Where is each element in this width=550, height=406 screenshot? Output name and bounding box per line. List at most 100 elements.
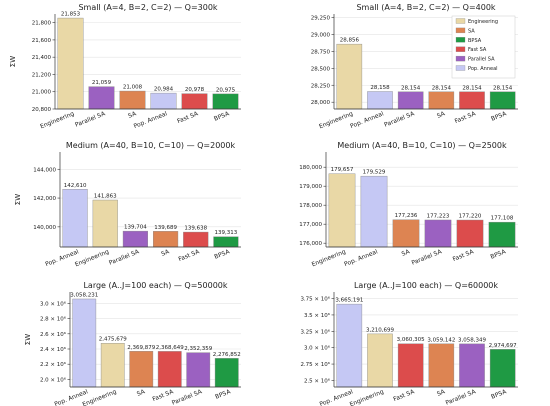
panel-4: Medium (A=40, B=10, C=10) — Q=2500k 176,0… (299, 141, 518, 268)
bar (456, 219, 484, 248)
bar (100, 343, 125, 388)
y-tick-label: 178,000 (299, 203, 322, 209)
y-axis-label: ΣW (24, 334, 32, 345)
legend-entry: Parallel SA (468, 57, 495, 63)
y-tick-label: 3.0 × 10⁶ (304, 345, 331, 352)
panel-6: Large (A..J=100 each) — Q=60000k 2.5 × 10… (300, 281, 518, 406)
x-tick-label: Pop. Anneal (343, 248, 379, 268)
bar (150, 92, 177, 110)
bar (489, 349, 516, 388)
data-label: 2,475,679 (99, 337, 127, 343)
data-label: 28,158 (370, 85, 390, 91)
y-tick-label: 21,000 (32, 90, 52, 96)
data-label: 20,975 (216, 87, 236, 93)
y-tick-label: 20,800 (32, 107, 52, 113)
y-tick-label: 2.6 × 10⁶ (40, 331, 67, 338)
bar (88, 86, 115, 110)
x-tick-label: Parallel SA (383, 110, 416, 129)
y-tick-label: 28,750 (311, 49, 331, 55)
bar (212, 93, 239, 110)
y-tick-label: 21,400 (32, 55, 52, 61)
bar (213, 236, 239, 248)
y-tick-label: 29,000 (311, 32, 331, 38)
legend-swatch (455, 27, 466, 34)
bar (459, 343, 485, 388)
data-label: 139,313 (215, 230, 238, 236)
panel-5: Large (A..J=100 each) — Q=50000k ΣW 2.0 × … (24, 281, 241, 406)
data-label: 28,154 (401, 85, 421, 91)
legend-swatch (455, 65, 466, 71)
bar (186, 352, 211, 388)
data-label: 28,154 (493, 85, 513, 91)
bar (57, 17, 84, 110)
bar (397, 343, 424, 388)
bar (157, 351, 182, 388)
x-tick-label: Fast SA (392, 388, 416, 403)
data-label: 142,610 (64, 183, 87, 189)
x-tick-label: Fast SA (177, 248, 201, 263)
data-label: 2,369,879 (127, 345, 155, 351)
y-tick-label: 28,250 (311, 83, 331, 89)
x-tick-label: Parallel SA (108, 248, 141, 267)
data-label: 3,059,142 (427, 337, 455, 343)
x-tick-label: Fast SA (176, 110, 200, 125)
bar (424, 219, 452, 248)
bar (360, 175, 388, 248)
y-tick-label: 179,000 (299, 184, 322, 190)
y-tick-label: 180,000 (299, 165, 322, 171)
y-tick-label: 142,000 (33, 196, 56, 202)
chart-title: Medium (A=40, B=10, C=10) — Q=2500k (337, 141, 507, 150)
data-label: 2,368,649 (156, 345, 184, 351)
bar (62, 189, 88, 248)
legend-entry: Engineering (468, 19, 498, 25)
bar (397, 91, 424, 110)
x-tick-label: BPSA (213, 110, 231, 123)
chart-title: Large (A..J=100 each) — Q=50000k (83, 281, 227, 290)
y-axis-label: ΣW (9, 56, 17, 67)
data-label: 141,863 (94, 194, 117, 200)
y-tick-label: 3.75 × 10⁶ (300, 296, 330, 303)
bar (428, 343, 455, 388)
y-tick-label: 3.25 × 10⁶ (300, 328, 330, 335)
y-tick-label: 176,000 (299, 241, 322, 247)
bar (488, 221, 516, 248)
y-tick-label: 2.8 × 10⁶ (40, 316, 67, 323)
x-tick-label: SA (160, 248, 171, 258)
data-label: 179,529 (363, 170, 386, 176)
data-label: 20,984 (154, 87, 174, 93)
data-label: 177,236 (395, 213, 418, 219)
x-tick-label: Engineering (349, 388, 385, 406)
x-tick-label: SA (436, 110, 447, 120)
data-label: 3,058,231 (70, 292, 98, 298)
x-tick-label: Pop. Anneal (133, 110, 169, 130)
legend-entry: Fast SA (468, 47, 487, 53)
data-label: 2,276,852 (213, 352, 241, 358)
y-tick-label: 28,500 (311, 66, 331, 72)
data-label: 20,978 (185, 87, 205, 93)
data-label: 179,657 (331, 167, 354, 173)
data-label: 177,220 (459, 214, 482, 220)
bar (153, 231, 179, 248)
panel-3: Medium (A=40, B=10, C=10) — Q=2000k ΣW 140… (14, 141, 241, 268)
bar (392, 219, 420, 248)
y-tick-label: 3.5 × 10⁶ (304, 312, 331, 319)
x-tick-label: BPSA (490, 110, 508, 123)
y-tick-label: 2.75 × 10⁶ (300, 361, 330, 368)
bar (181, 93, 208, 110)
x-tick-label: SA (136, 388, 147, 398)
data-label: 177,223 (427, 213, 450, 219)
data-label: 21,008 (123, 85, 143, 91)
y-tick-label: 21,800 (32, 21, 52, 27)
y-axis-label: ΣW (14, 194, 22, 205)
chart-title: Medium (A=40, B=10, C=10) — Q=2000k (66, 141, 236, 150)
x-tick-label: Pop. Anneal (349, 110, 385, 130)
bar (489, 91, 516, 110)
chart-title: Large (A..J=100 each) — Q=60000k (354, 281, 498, 290)
x-tick-label: Engineering (311, 248, 347, 268)
bar (129, 351, 154, 388)
data-label: 177,108 (491, 216, 514, 222)
x-tick-label: Parallel SA (171, 388, 204, 406)
bar (367, 91, 393, 110)
data-label: 3,665,191 (335, 298, 363, 304)
